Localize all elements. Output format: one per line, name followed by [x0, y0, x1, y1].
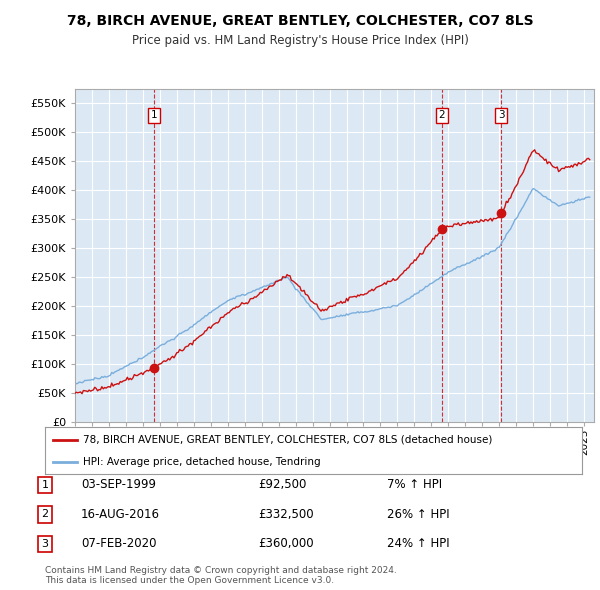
- Text: £360,000: £360,000: [258, 537, 314, 550]
- Text: £92,500: £92,500: [258, 478, 307, 491]
- Text: 3: 3: [41, 539, 49, 549]
- Text: HPI: Average price, detached house, Tendring: HPI: Average price, detached house, Tend…: [83, 457, 320, 467]
- Text: 07-FEB-2020: 07-FEB-2020: [81, 537, 157, 550]
- Text: 2: 2: [439, 110, 445, 120]
- Text: Contains HM Land Registry data © Crown copyright and database right 2024.
This d: Contains HM Land Registry data © Crown c…: [45, 566, 397, 585]
- Text: 26% ↑ HPI: 26% ↑ HPI: [387, 508, 449, 521]
- Text: 24% ↑ HPI: 24% ↑ HPI: [387, 537, 449, 550]
- Text: 3: 3: [497, 110, 504, 120]
- Text: 78, BIRCH AVENUE, GREAT BENTLEY, COLCHESTER, CO7 8LS: 78, BIRCH AVENUE, GREAT BENTLEY, COLCHES…: [67, 14, 533, 28]
- Text: 1: 1: [151, 110, 158, 120]
- Text: Price paid vs. HM Land Registry's House Price Index (HPI): Price paid vs. HM Land Registry's House …: [131, 34, 469, 47]
- Text: 2: 2: [41, 510, 49, 519]
- Text: 7% ↑ HPI: 7% ↑ HPI: [387, 478, 442, 491]
- Text: 16-AUG-2016: 16-AUG-2016: [81, 508, 160, 521]
- Text: 1: 1: [41, 480, 49, 490]
- Text: 03-SEP-1999: 03-SEP-1999: [81, 478, 156, 491]
- Text: £332,500: £332,500: [258, 508, 314, 521]
- Text: 78, BIRCH AVENUE, GREAT BENTLEY, COLCHESTER, CO7 8LS (detached house): 78, BIRCH AVENUE, GREAT BENTLEY, COLCHES…: [83, 435, 492, 445]
